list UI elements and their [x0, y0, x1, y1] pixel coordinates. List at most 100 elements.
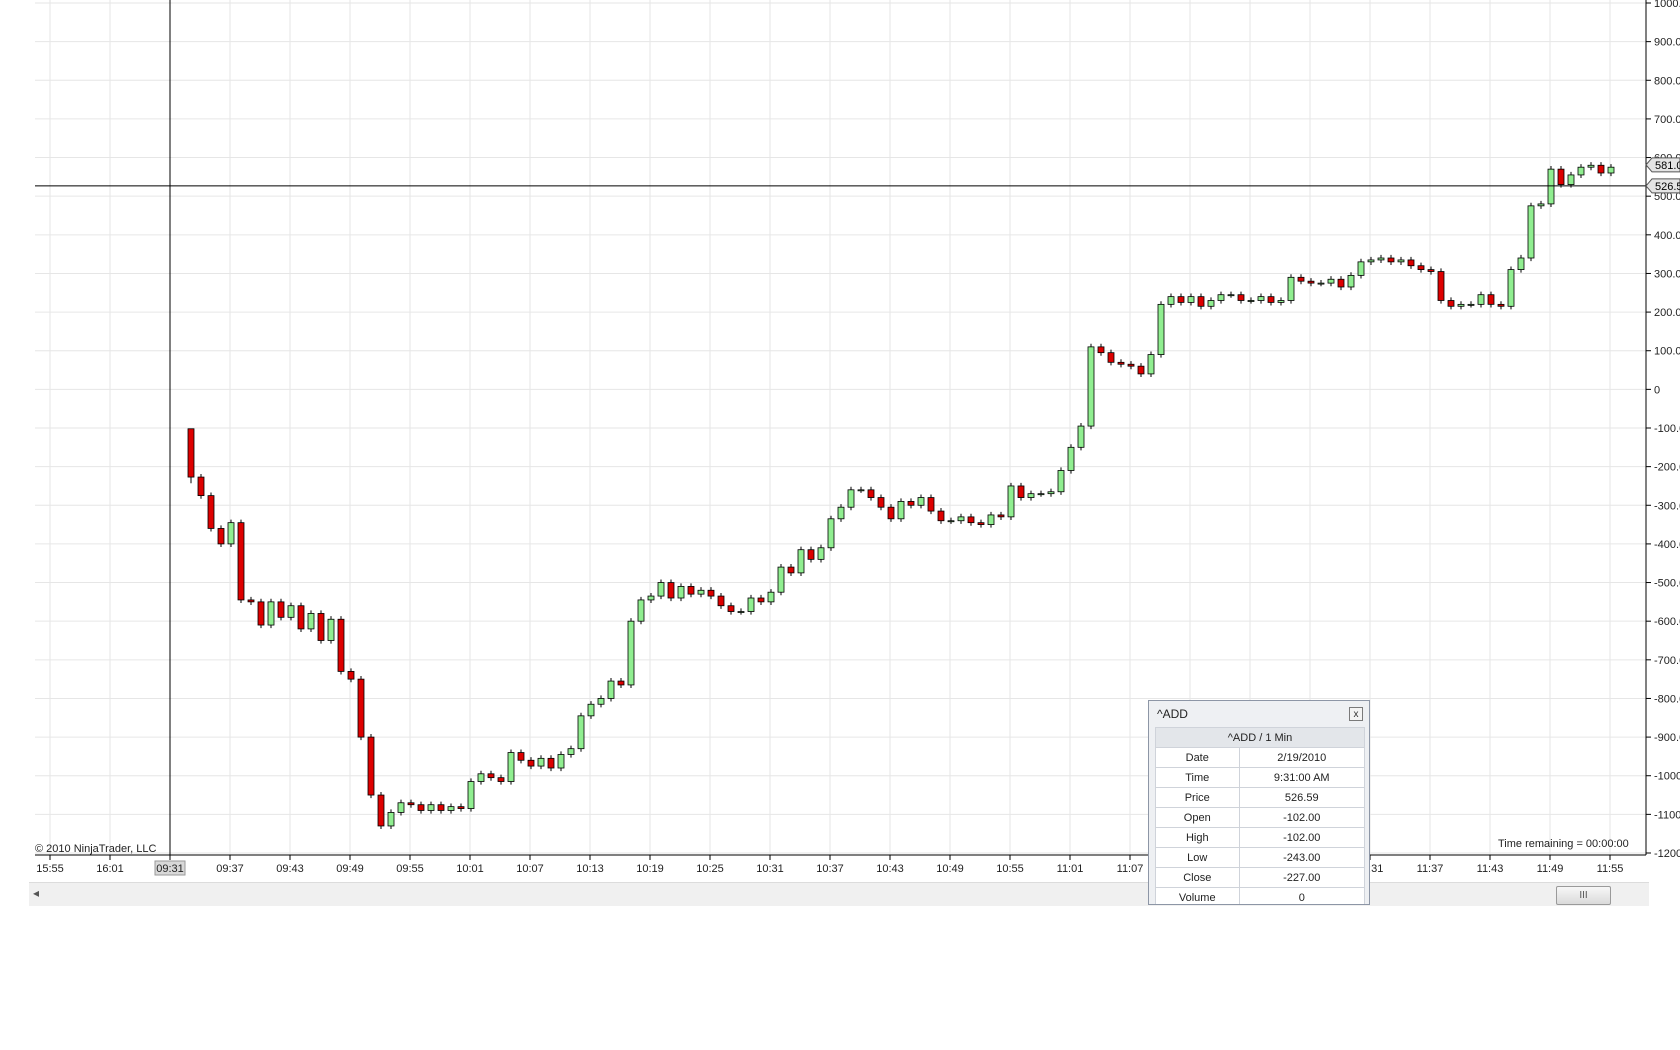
data-box-table: ^ADD / 1 Min Date 2/19/2010 Time 9:31:00 AM…	[1155, 727, 1365, 904]
candle-down	[667, 582, 675, 599]
candle-up	[837, 506, 845, 520]
candle-down	[907, 501, 915, 506]
candle-up	[467, 781, 475, 809]
close-icon[interactable]: x	[1349, 707, 1363, 721]
candle-down	[867, 489, 875, 498]
candle-down	[967, 516, 975, 524]
candle-up	[1327, 278, 1335, 284]
data-box-field-value: 2/19/2010	[1238, 747, 1365, 768]
candle-down	[407, 802, 415, 806]
data-box-window[interactable]: ^ADD x ^ADD / 1 Min Date 2/19/2010 Time 9:3…	[1148, 700, 1370, 905]
time-tick-label: 10:55	[996, 863, 1024, 875]
time-axis[interactable]: 15:55 16:01 09:31 09:37 09:43 09:49 09:55 10:01…	[35, 854, 1646, 876]
candle-up	[1077, 425, 1085, 448]
scroll-left-icon[interactable]: ◂	[33, 886, 40, 900]
price-tick-label: 700.0	[1654, 114, 1680, 126]
candle-down	[1107, 352, 1115, 363]
copyright-label: © 2010 NinjaTrader, LLC	[35, 843, 157, 855]
candle-down	[277, 601, 285, 618]
data-box-row: Date 2/19/2010	[1155, 747, 1365, 768]
data-box-row: Price 526.59	[1155, 787, 1365, 808]
candle-down	[1387, 257, 1395, 263]
data-box-row: Low -243.00	[1155, 847, 1365, 868]
candle-up	[897, 501, 905, 520]
candle-down	[517, 752, 525, 761]
candle-up	[1357, 261, 1365, 276]
horizontal-scrollbar[interactable]: ◂ III	[29, 882, 1649, 906]
candle-up	[227, 522, 235, 545]
candle-down	[1497, 303, 1505, 307]
candle-down	[497, 777, 505, 782]
candle-up	[1057, 470, 1065, 493]
time-tick-label: 10:13	[576, 863, 604, 875]
candle-down	[1297, 276, 1305, 282]
candle-down	[1237, 294, 1245, 301]
candle-up	[1367, 259, 1375, 263]
candle-up	[1577, 166, 1585, 176]
candle-up	[1377, 257, 1385, 261]
candle-up	[1067, 446, 1075, 471]
time-tick-label: 10:25	[696, 863, 724, 875]
price-marker-tag	[1645, 157, 1680, 173]
candle-up	[1457, 303, 1465, 307]
candle-up	[507, 752, 515, 782]
candle-down	[527, 759, 535, 767]
candle-down	[727, 605, 735, 612]
candle-down	[1197, 296, 1205, 307]
candle-down	[927, 497, 935, 512]
candle-down	[1337, 278, 1345, 288]
candle-up	[817, 547, 825, 560]
data-box-field-value: -102.00	[1238, 827, 1365, 848]
candle-up	[447, 806, 455, 811]
candle-down	[1487, 294, 1495, 305]
price-tick-label: -500.0	[1654, 578, 1680, 590]
candle-up	[1147, 354, 1155, 375]
time-tick-label: 10:01	[456, 863, 484, 875]
candle-down	[547, 757, 555, 769]
time-tick-label: 11:49	[1537, 863, 1564, 875]
candle-up	[1517, 257, 1525, 270]
candle-up	[477, 773, 485, 782]
time-tick-label: 09:49	[336, 863, 364, 875]
price-tick-label: 400.0	[1654, 230, 1680, 242]
candle-up	[1347, 274, 1355, 288]
candle-down	[357, 678, 365, 738]
candle-up	[1467, 303, 1475, 306]
candle-up	[737, 611, 745, 613]
candle-up	[1507, 269, 1515, 307]
price-tick-label: 200.0	[1654, 307, 1680, 319]
candle-up	[697, 589, 705, 595]
candle-up	[1317, 282, 1325, 285]
candle-up	[1227, 294, 1235, 297]
candle-up	[1167, 296, 1175, 305]
candle-up	[287, 605, 295, 618]
candle-down	[437, 804, 445, 811]
data-box-field-label: Price	[1155, 787, 1240, 808]
candle-down	[417, 804, 425, 811]
candle-down	[257, 601, 265, 626]
price-axis[interactable]: 1000.0900.0800.0700.0600.0500.0400.0300.…	[1645, 0, 1680, 860]
time-remaining-label: Time remaining = 00:00:00	[1498, 838, 1629, 850]
candle-down	[317, 613, 325, 641]
candle-down	[717, 595, 725, 607]
data-box-row: Volume 0	[1155, 887, 1365, 904]
candle-up	[1587, 164, 1595, 168]
candle-up	[1287, 276, 1295, 301]
candle-up	[947, 520, 955, 523]
candle-up	[777, 566, 785, 593]
price-tick-label: -400.0	[1654, 539, 1680, 551]
scroll-thumb[interactable]: III	[1556, 886, 1611, 905]
candle-down	[877, 497, 885, 508]
data-box-row: Time 9:31:00 AM	[1155, 767, 1365, 788]
candle-up	[1567, 174, 1575, 185]
candle-up	[267, 601, 275, 626]
price-tick-label: 800.0	[1654, 75, 1680, 87]
data-box-field-value: -102.00	[1238, 807, 1365, 828]
candle-up	[1257, 296, 1265, 301]
time-tick-label: 11:07	[1117, 863, 1144, 875]
candle-down	[937, 510, 945, 522]
candle-down	[1017, 485, 1025, 498]
price-marker-label: 581.0	[1655, 160, 1680, 172]
time-tick-label: 11:43	[1477, 863, 1504, 875]
